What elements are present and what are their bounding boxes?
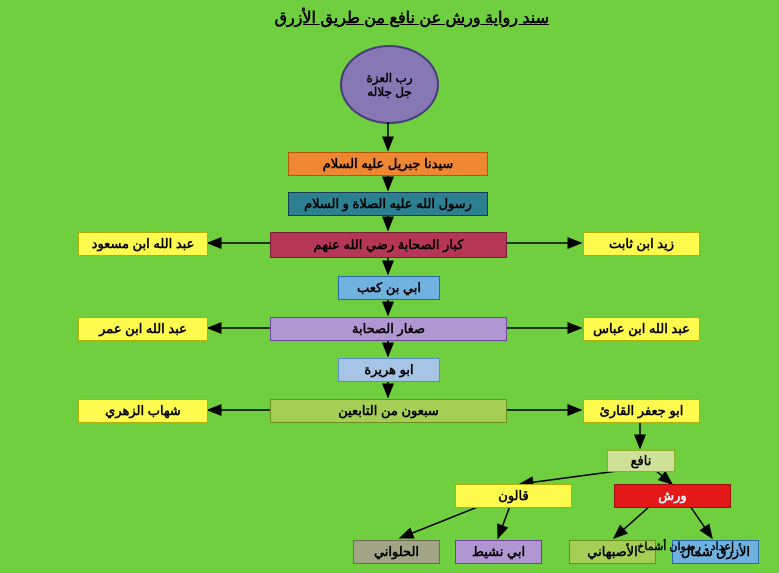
- page-title: سند رواية ورش عن نافع من طريق الأزرق: [275, 8, 549, 28]
- node-zayd: زيد ابن ثابت: [583, 232, 700, 256]
- circle-line2: جل جلاله: [367, 85, 412, 99]
- node-warsh: ورش: [614, 484, 731, 508]
- node-nafi: نافع: [607, 450, 675, 472]
- node-masud: عبد الله ابن مسعود: [78, 232, 208, 256]
- node-ubay: ابي بن كعب: [338, 276, 440, 300]
- node-hurayra: ابو هريرة: [338, 358, 440, 382]
- node-hulwani: الحلواني: [353, 540, 440, 564]
- root-circle: رب العزة جل جلاله: [340, 45, 439, 124]
- node-jaafar: ابو جعفر القارئ: [583, 399, 700, 423]
- node-jibril: سيدنا جبريل عليه السلام: [288, 152, 488, 176]
- node-rasul: رسول الله عليه الصلاة و السلام: [288, 192, 488, 216]
- node-tabiin: سبعون من التابعين: [270, 399, 507, 423]
- node-zuhri: شهاب الزهري: [78, 399, 208, 423]
- circle-line1: رب العزة: [366, 71, 412, 85]
- node-nashit: ابي نشيط: [455, 540, 542, 564]
- node-qalun: قالون: [455, 484, 572, 508]
- node-umar: عبد الله ابن عمر: [78, 317, 208, 341]
- node-sighar: صغار الصحابة: [270, 317, 507, 341]
- footer-credit: إعداد : رضوان أشماخ: [637, 540, 734, 553]
- node-kibar: كبار الصحابة رضي الله عنهم: [270, 232, 507, 258]
- node-abbas: عبد الله ابن عباس: [583, 317, 700, 341]
